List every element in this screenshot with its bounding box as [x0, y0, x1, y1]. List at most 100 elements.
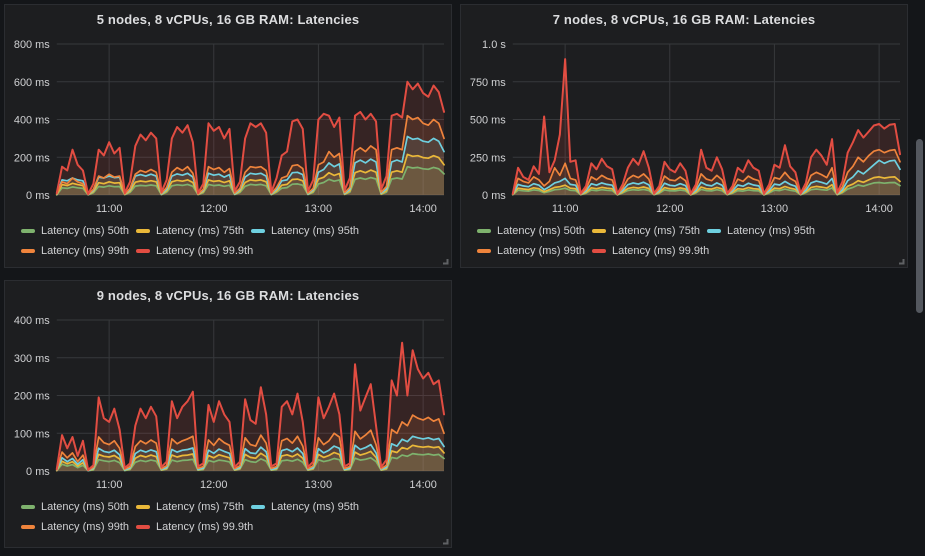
y-axis-tick-label: 500 ms	[470, 114, 506, 126]
x-axis-tick-label: 12:00	[200, 479, 227, 491]
y-axis-tick-label: 0 ms	[482, 190, 506, 202]
x-axis-tick-label: 11:00	[552, 203, 579, 215]
chart-legend-5-nodes: Latency (ms) 50th Latency (ms) 75th Latenc…	[5, 217, 451, 267]
legend-item-label: Latency (ms) 75th	[156, 501, 245, 513]
series-fill	[512, 149, 901, 195]
legend-item-75th[interactable]: Latency (ms) 75th	[592, 221, 707, 241]
legend-item-label: Latency (ms) 95th	[727, 225, 816, 237]
legend-item-99th[interactable]: Latency (ms) 99th	[477, 241, 592, 261]
series-fill	[512, 59, 901, 195]
series-line	[511, 58, 902, 195]
legend-item-label: Latency (ms) 75th	[156, 225, 245, 237]
panel-title-7-nodes[interactable]: 7 nodes, 8 vCPUs, 16 GB RAM: Latencies	[552, 12, 816, 27]
legend-color-dash-icon	[21, 229, 35, 233]
x-axis-tick-label: 14:00	[409, 479, 436, 491]
panel-title-5-nodes[interactable]: 5 nodes, 8 vCPUs, 16 GB RAM: Latencies	[96, 12, 360, 27]
panel-resize-handle-icon[interactable]	[440, 536, 449, 545]
series-line	[55, 341, 446, 471]
legend-item-99.9th[interactable]: Latency (ms) 99.9th	[592, 241, 709, 261]
x-axis-tick-label: 11:00	[96, 479, 123, 491]
legend-item-50th[interactable]: Latency (ms) 50th	[477, 221, 592, 241]
legend-item-99.9th[interactable]: Latency (ms) 99.9th	[136, 241, 253, 261]
panel-title-9-nodes[interactable]: 9 nodes, 8 vCPUs, 16 GB RAM: Latencies	[96, 288, 360, 303]
legend-item-99th[interactable]: Latency (ms) 99th	[21, 241, 136, 261]
legend-item-label: Latency (ms) 50th	[497, 225, 586, 237]
legend-color-dash-icon	[136, 525, 150, 529]
legend-color-dash-icon	[21, 505, 35, 509]
legend-item-50th[interactable]: Latency (ms) 50th	[21, 221, 136, 241]
legend-item-label: Latency (ms) 99th	[497, 245, 586, 257]
legend-item-99.9th[interactable]: Latency (ms) 99.9th	[136, 517, 253, 537]
y-axis-tick-label: 100 ms	[14, 428, 50, 440]
legend-item-99th[interactable]: Latency (ms) 99th	[21, 517, 136, 537]
legend-color-dash-icon	[592, 229, 606, 233]
legend-color-dash-icon	[136, 249, 150, 253]
x-axis-tick-label: 12:00	[656, 203, 683, 215]
series-line	[55, 80, 446, 196]
series-fill	[512, 182, 901, 195]
legend-color-dash-icon	[136, 505, 150, 509]
x-axis-tick-label: 14:00	[865, 203, 892, 215]
legend-color-dash-icon	[136, 229, 150, 233]
legend-color-dash-icon	[707, 229, 721, 233]
legend-item-label: Latency (ms) 50th	[41, 225, 130, 237]
y-axis-tick-label: 300 ms	[14, 353, 50, 365]
y-axis-tick-label: 200 ms	[14, 390, 50, 402]
legend-item-95th[interactable]: Latency (ms) 95th	[251, 221, 366, 241]
legend-item-label: Latency (ms) 99th	[41, 245, 130, 257]
y-axis-tick-label: 200 ms	[14, 152, 50, 164]
series-fill	[56, 415, 445, 471]
legend-item-95th[interactable]: Latency (ms) 95th	[251, 497, 366, 517]
legend-item-label: Latency (ms) 99th	[41, 521, 130, 533]
y-axis-tick-label: 750 ms	[470, 77, 506, 89]
y-axis-tick-label: 1.0 s	[482, 39, 506, 51]
series-fill	[56, 136, 445, 195]
series-fill	[56, 342, 445, 471]
x-axis-tick-label: 13:00	[305, 203, 332, 215]
legend-item-label: Latency (ms) 50th	[41, 501, 130, 513]
scrollbar-thumb[interactable]	[916, 139, 923, 313]
series-fill	[56, 166, 445, 195]
x-axis-tick-label: 14:00	[409, 203, 436, 215]
x-axis-tick-label: 11:00	[96, 203, 123, 215]
legend-item-label: Latency (ms) 99.9th	[612, 245, 710, 257]
y-axis-tick-label: 400 ms	[14, 114, 50, 126]
legend-item-label: Latency (ms) 95th	[271, 225, 360, 237]
legend-item-75th[interactable]: Latency (ms) 75th	[136, 221, 251, 241]
chart-legend-7-nodes: Latency (ms) 50th Latency (ms) 75th Latenc…	[461, 217, 907, 267]
y-axis-tick-label: 600 ms	[14, 77, 50, 89]
panel-resize-handle-icon[interactable]	[440, 256, 449, 265]
legend-color-dash-icon	[21, 525, 35, 529]
legend-item-label: Latency (ms) 95th	[271, 501, 360, 513]
legend-color-dash-icon	[477, 249, 491, 253]
series-fill	[56, 81, 445, 195]
chart-legend-9-nodes: Latency (ms) 50th Latency (ms) 75th Latenc…	[5, 493, 451, 547]
legend-color-dash-icon	[592, 249, 606, 253]
panel-5-nodes: 5 nodes, 8 vCPUs, 16 GB RAM: Latencies 0…	[4, 4, 452, 268]
legend-item-75th[interactable]: Latency (ms) 75th	[136, 497, 251, 517]
y-axis-tick-label: 0 ms	[26, 466, 50, 478]
latency-chart-5-nodes[interactable]: 0 ms 200 ms 400 ms 600 ms 800 ms 11:00 12:00 13…	[5, 31, 451, 217]
legend-color-dash-icon	[251, 229, 265, 233]
panel-7-nodes: 7 nodes, 8 vCPUs, 16 GB RAM: Latencies 0…	[460, 4, 908, 268]
legend-color-dash-icon	[251, 505, 265, 509]
legend-item-label: Latency (ms) 99.9th	[156, 521, 254, 533]
y-axis-tick-label: 400 ms	[14, 315, 50, 327]
latency-chart-7-nodes[interactable]: 0 ms 250 ms 500 ms 750 ms 1.0 s 11:00 12:00 13:…	[461, 31, 907, 217]
x-axis-tick-label: 13:00	[761, 203, 788, 215]
panel-9-nodes: 9 nodes, 8 vCPUs, 16 GB RAM: Latencies 0…	[4, 280, 452, 548]
y-axis-tick-label: 0 ms	[26, 190, 50, 202]
x-axis-tick-label: 12:00	[200, 203, 227, 215]
legend-item-label: Latency (ms) 99.9th	[156, 245, 254, 257]
legend-item-50th[interactable]: Latency (ms) 50th	[21, 497, 136, 517]
panel-resize-handle-icon[interactable]	[896, 256, 905, 265]
legend-color-dash-icon	[21, 249, 35, 253]
legend-color-dash-icon	[477, 229, 491, 233]
latency-chart-9-nodes[interactable]: 0 ms 100 ms 200 ms 300 ms 400 ms 11:00 12:00 13…	[5, 307, 451, 493]
legend-item-95th[interactable]: Latency (ms) 95th	[707, 221, 822, 241]
x-axis-tick-label: 13:00	[305, 479, 332, 491]
y-axis-tick-label: 800 ms	[14, 39, 50, 51]
y-axis-tick-label: 250 ms	[470, 152, 506, 164]
series-fill	[512, 160, 901, 195]
